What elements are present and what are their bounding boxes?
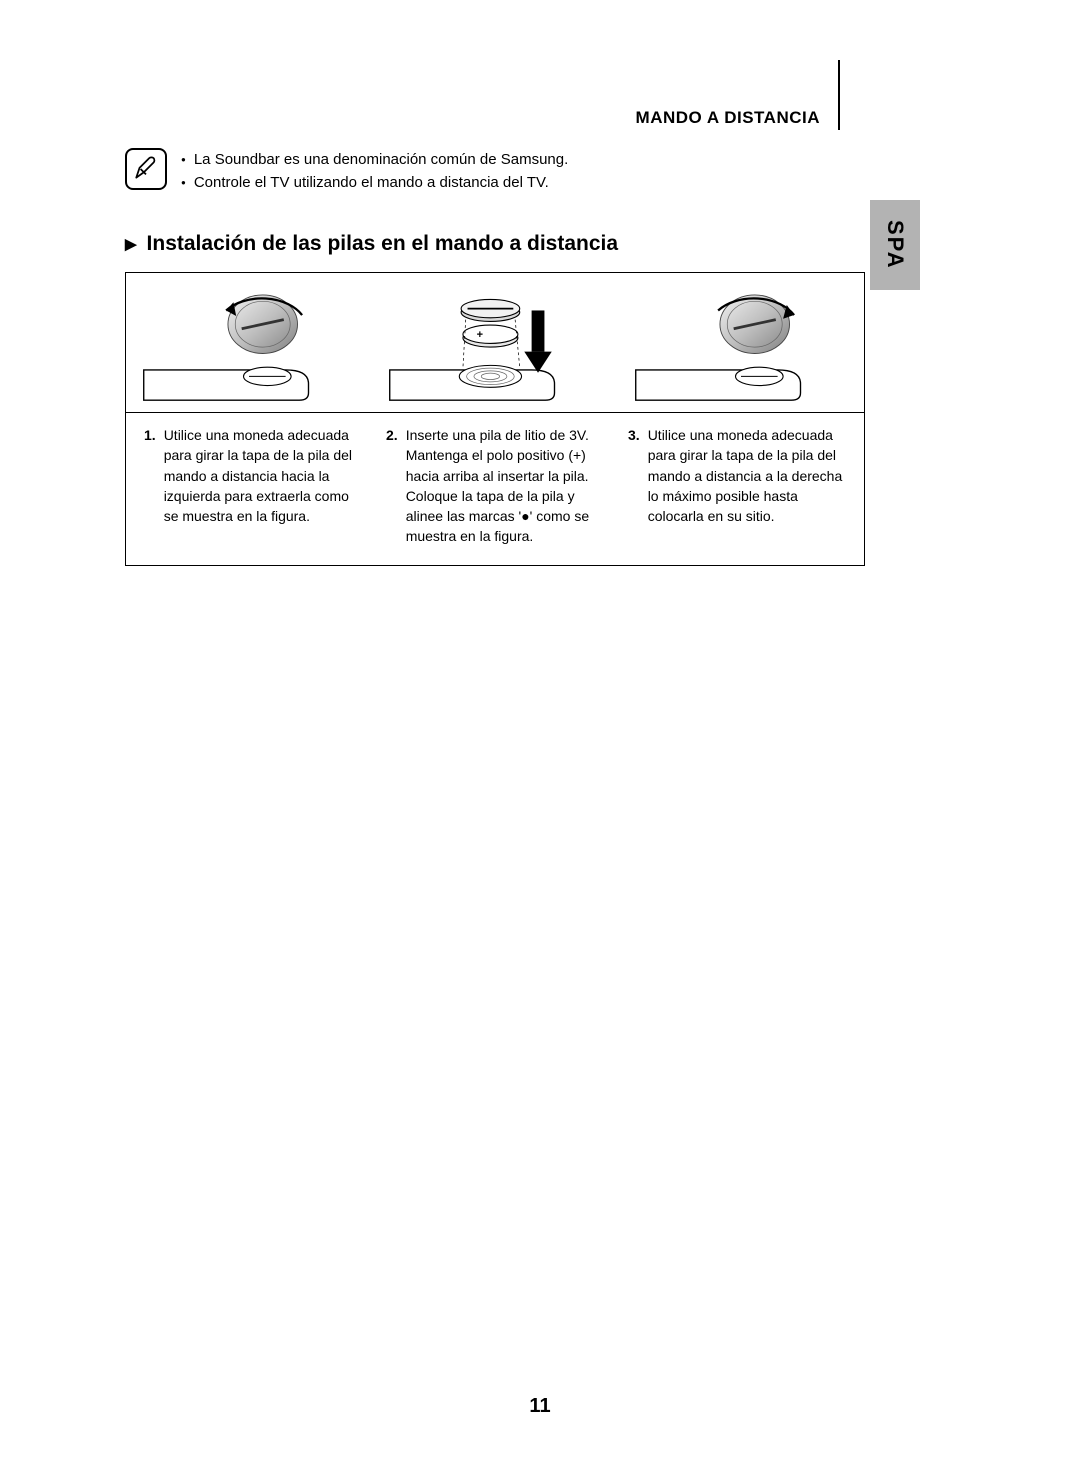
step-number: 1. (144, 425, 156, 547)
header-title: MANDO A DISTANCIA (636, 108, 820, 128)
step-text: Utilice una moneda adecuada para girar l… (648, 425, 846, 547)
note-box: La Soundbar es una denominación común de… (125, 148, 568, 195)
figure-row: + (126, 273, 864, 413)
section-marker-icon: ▶ (125, 235, 137, 253)
figure-step-1 (126, 273, 372, 412)
caption-row: 1. Utilice una moneda adecuada para gira… (126, 413, 864, 565)
pencil-note-icon (133, 156, 159, 182)
page-number: 11 (0, 1395, 1080, 1418)
step-number: 3. (628, 425, 640, 547)
step-number: 2. (386, 425, 398, 547)
note-item: Controle el TV utilizando el mando a dis… (181, 171, 568, 194)
svg-text:+: + (477, 329, 483, 341)
language-tab-label: SPA (882, 220, 908, 270)
figure-box: + (125, 272, 865, 566)
section-title: ▶ Instalación de las pilas en el mando a… (125, 232, 618, 256)
figure-step-2: + (372, 273, 618, 412)
note-item: La Soundbar es una denominación común de… (181, 148, 568, 171)
header-rule (838, 60, 840, 130)
step-text: Utilice una moneda adecuada para girar l… (164, 425, 362, 547)
figure-step-3 (618, 273, 864, 412)
step-text: Inserte una pila de litio de 3V. Manteng… (406, 425, 604, 547)
caption-step-3: 3. Utilice una moneda adecuada para gira… (616, 425, 858, 547)
caption-step-1: 1. Utilice una moneda adecuada para gira… (132, 425, 374, 547)
note-list: La Soundbar es una denominación común de… (181, 148, 568, 195)
language-tab: SPA (870, 200, 920, 290)
section-title-text: Instalación de las pilas en el mando a d… (147, 232, 619, 256)
manual-page: MANDO A DISTANCIA SPA La Soundbar es una… (0, 0, 1080, 1478)
caption-step-2: 2. Inserte una pila de litio de 3V. Mant… (374, 425, 616, 547)
note-icon (125, 148, 167, 190)
